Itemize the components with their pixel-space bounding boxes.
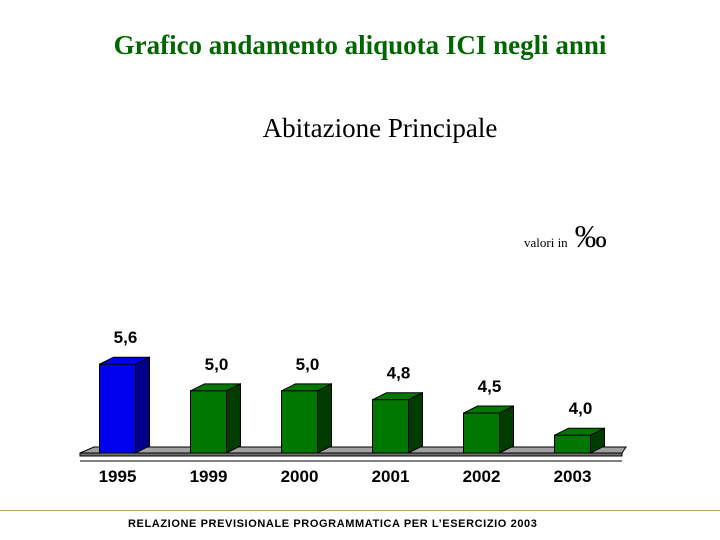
- data-label-2002: 4,5: [478, 377, 502, 396]
- bar-side-2002: [499, 405, 514, 454]
- footer-divider: [0, 510, 720, 511]
- bar-1995: [99, 363, 136, 454]
- x-tick-label-1995: 1995: [99, 467, 137, 486]
- data-label-1999: 5,0: [205, 355, 229, 374]
- bar-2000: [281, 390, 318, 454]
- bar-2002: [463, 412, 500, 454]
- chart-title: Grafico andamento aliquota ICI negli ann…: [113, 30, 607, 60]
- bar-side-2001: [408, 391, 423, 454]
- bar-chart: 5,6 1995 5,0 1999 5,0 2000 4,8 2001 4,5 2002 4,0 20…: [79, 328, 627, 486]
- bar-1999: [190, 390, 227, 454]
- x-tick-label-2000: 2000: [281, 467, 319, 486]
- unit-symbol: ‰: [574, 218, 607, 254]
- bar-side-1999: [226, 383, 241, 454]
- unit-note: valori in ‰: [524, 218, 607, 255]
- bar-2001: [372, 399, 409, 454]
- floor-top: [79, 446, 627, 454]
- bar-side-2000: [317, 383, 332, 454]
- data-label-1995: 5,6: [114, 328, 138, 347]
- chart-subtitle: Abitazione Principale: [262, 113, 498, 143]
- data-label-2000: 5,0: [296, 355, 320, 374]
- x-tick-label-2002: 2002: [463, 467, 501, 486]
- x-tick-label-1999: 1999: [190, 467, 228, 486]
- unit-prefix: valori in: [524, 235, 568, 250]
- data-label-2003: 4,0: [569, 399, 593, 418]
- floor-front: [79, 452, 623, 457]
- x-tick-label-2003: 2003: [554, 467, 592, 486]
- x-tick-label-2001: 2001: [372, 467, 410, 486]
- bar-2003: [554, 434, 591, 454]
- bar-side-1995: [135, 356, 150, 454]
- data-label-2001: 4,8: [387, 364, 411, 383]
- footer-text: RELAZIONE PREVISIONALE PROGRAMMATICA PER…: [128, 518, 538, 530]
